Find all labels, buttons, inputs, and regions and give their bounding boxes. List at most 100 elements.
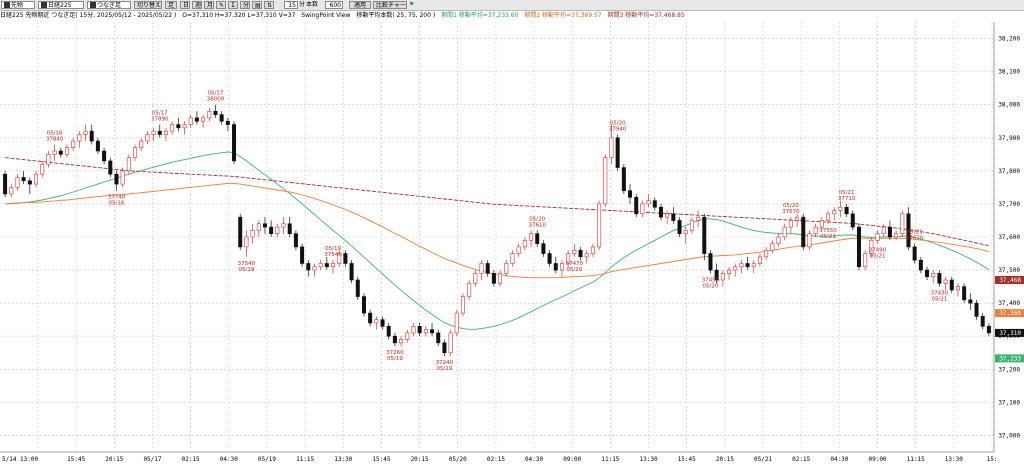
candle-body — [411, 326, 416, 334]
candle-body — [40, 163, 45, 175]
candle-body — [646, 200, 651, 205]
candle-body — [331, 263, 336, 268]
week-button[interactable]: 週 — [192, 1, 202, 9]
ma-params: 移動平均本数( 25, 75, 200 ) — [356, 12, 436, 19]
day-button[interactable]: 日 — [180, 1, 190, 9]
candle-body — [776, 236, 781, 244]
candle-body — [751, 263, 756, 268]
candle-body — [529, 233, 534, 241]
candle-body — [757, 256, 762, 264]
index-label: 日経225 — [48, 2, 72, 9]
candle-body — [597, 203, 602, 248]
candle-body — [120, 170, 125, 185]
candle-body — [887, 226, 892, 238]
swing-low-price: 37490 — [869, 248, 887, 254]
candle-body — [559, 263, 564, 271]
candle-body — [102, 150, 107, 162]
candle-body — [955, 286, 960, 291]
y-tick-label: 37,200 — [998, 366, 1020, 373]
candle-body — [974, 302, 979, 317]
candle-body — [83, 130, 88, 135]
candle-body — [287, 223, 292, 234]
candle-body — [702, 216, 707, 254]
tick-button[interactable]: 分 — [240, 1, 250, 9]
candle-body — [324, 263, 329, 268]
candle-body — [207, 111, 212, 119]
candle-body — [986, 326, 991, 334]
ma1-readout: 期間1 移動平均=37,233.60 — [441, 12, 519, 19]
candle-body — [219, 114, 224, 122]
swing-high-date: 05/17 — [152, 111, 168, 117]
x-tick-label: 02:15 — [182, 456, 200, 463]
candle-body — [634, 197, 639, 215]
candle-body — [95, 140, 100, 152]
x-tick-label: 15: — [987, 456, 998, 463]
ma-line-200 — [5, 157, 989, 247]
swing-low-price: 37470 — [566, 261, 584, 267]
candle-body — [343, 253, 348, 264]
y-tick-label: 37,700 — [998, 201, 1020, 208]
candle-body — [368, 312, 373, 324]
flag-icon[interactable]: ⚑ — [409, 1, 415, 8]
y-tick-label: 37,000 — [998, 432, 1020, 439]
swing-low-price: 37240 — [436, 360, 454, 366]
swing-low-price: 37260 — [386, 350, 404, 356]
candle-body — [918, 259, 923, 271]
candle-body — [937, 273, 942, 284]
candle-body — [547, 253, 552, 264]
sum-button[interactable]: Σ — [228, 1, 238, 9]
x-tick-label: 11:15 — [907, 456, 925, 463]
interval-input[interactable]: 15 — [284, 1, 298, 9]
candle-body — [603, 157, 608, 205]
x-tick-label: 5/14 13:00 — [2, 456, 39, 463]
compare-chart-button[interactable]: 比較チャート — [373, 1, 407, 9]
candle-body — [392, 335, 397, 344]
candle-body — [826, 213, 831, 221]
mode-select[interactable]: つなぎ足 — [87, 1, 131, 9]
count-input[interactable]: 600 — [325, 1, 343, 9]
y-tick-label: 38,100 — [998, 69, 1020, 76]
candle-body — [658, 206, 663, 218]
instrument-select[interactable]: 先物 — [1, 1, 35, 9]
y-tick-label: 37,100 — [998, 399, 1020, 406]
candle-body — [838, 206, 843, 211]
x-tick-label: 04:30 — [220, 456, 238, 463]
count-label: 本数 — [306, 1, 319, 8]
candle-body — [615, 137, 620, 168]
candle-body — [157, 130, 162, 135]
ma2-readout: 期間2 移動平均=37,369.57 — [524, 12, 602, 19]
price-badge-ma1 — [995, 354, 1024, 363]
candle-body — [201, 117, 206, 122]
candle-body — [584, 253, 589, 258]
candle-body — [683, 230, 688, 234]
swing-low-date: 05/16 — [109, 201, 125, 207]
index-select[interactable]: 日経225 — [38, 1, 84, 9]
candle-body — [485, 263, 490, 274]
tool-label: SwingPoint View — [301, 12, 351, 19]
y-tick-label: 37,400 — [998, 300, 1020, 307]
leg-button[interactable]: 足 — [165, 1, 177, 9]
candle-body — [807, 233, 812, 248]
candle-body — [906, 213, 911, 248]
candle-body — [696, 216, 701, 221]
candle-body — [671, 213, 676, 221]
candle-body — [621, 167, 626, 191]
apply-button[interactable]: 適用 — [349, 1, 371, 9]
pencil-button[interactable]: ✎ — [216, 1, 226, 9]
candle-body — [430, 329, 435, 334]
x-tick-label: 13:30 — [334, 456, 352, 463]
candle-body — [448, 332, 453, 354]
switch-button[interactable]: 切り替え — [134, 1, 162, 9]
candle-body — [64, 147, 69, 155]
candle-body — [689, 220, 694, 231]
candle-body — [34, 173, 39, 185]
candle-body — [349, 263, 354, 281]
swing-low-date: 05/19 — [436, 366, 452, 372]
candle-body — [3, 173, 8, 195]
month-button[interactable]: 月 — [204, 1, 214, 9]
ruler-button[interactable]: ▤ — [252, 1, 262, 9]
candle-body — [516, 246, 521, 254]
scale-button[interactable]: ⇅ — [264, 1, 274, 9]
candle-body — [962, 286, 967, 301]
